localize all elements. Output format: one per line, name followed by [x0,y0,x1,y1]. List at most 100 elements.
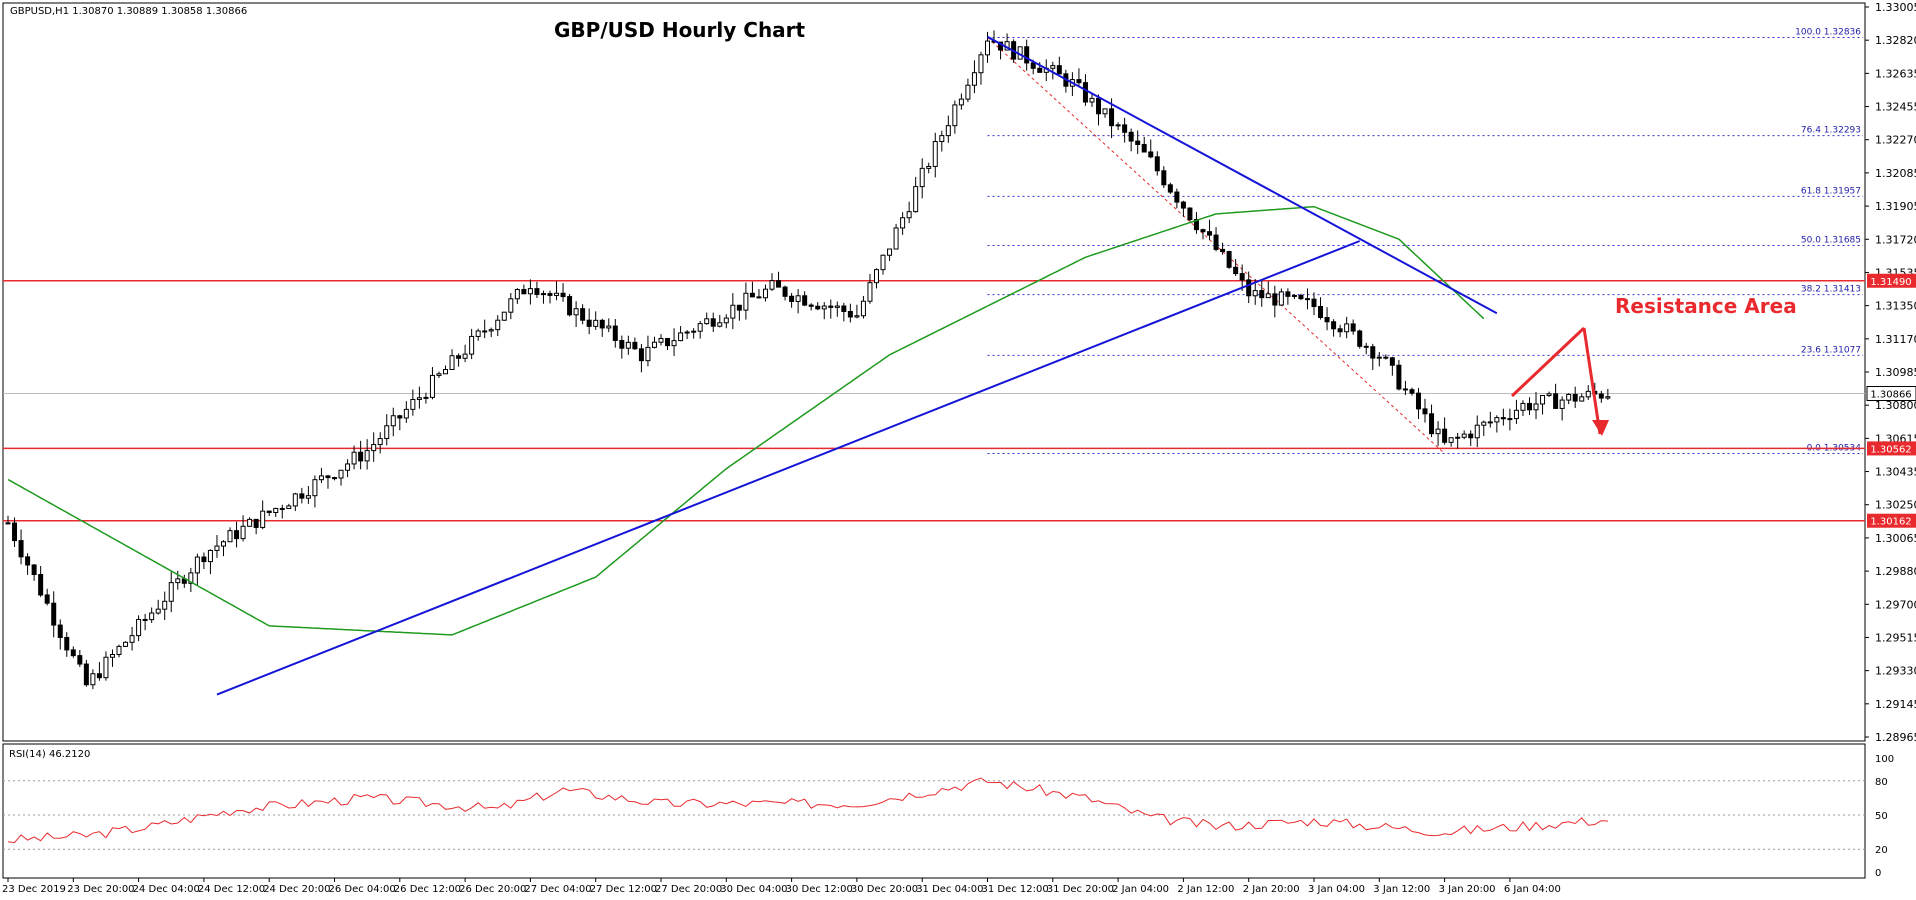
candle-body [397,415,403,419]
candle-body [1507,418,1513,421]
moving-average [7,205,1485,636]
price-tick-label: 1.30065 [1875,532,1916,545]
candle-body [508,298,514,313]
candle-body [286,505,292,510]
candle-body [1089,97,1095,103]
candle-body [769,280,775,290]
candle-body [1272,293,1278,306]
fib-level-label: 100.0 1.32836 [1795,28,1861,38]
candle-body [1180,201,1186,209]
price-tick-label: 1.30250 [1875,499,1916,512]
candle-body [1553,393,1559,409]
candle-body [456,355,462,359]
candle-body [1396,364,1402,390]
candle-body [665,337,671,347]
price-axis: 1.33005 1.32820 1.32635 1.32455 1.32270 1.320… [1865,1,1916,744]
candle-body [51,602,57,626]
level-price-box [1867,273,1916,288]
candle-body [1304,298,1310,301]
candle-body [1161,170,1167,186]
candle-body [44,594,50,604]
candle-body [1559,399,1565,409]
candle-body [1533,403,1539,411]
candle-body [1357,330,1363,347]
candle-body [638,348,644,362]
rsi-tick-label: 20 [1875,845,1888,856]
candle-body [279,507,285,510]
time-tick-label: 30 Dec 04:00 [720,884,787,895]
candle-body [1572,393,1578,402]
candle-body [606,325,612,329]
candle-body [743,292,749,311]
candle-body [390,415,396,427]
candle-body [1566,393,1572,401]
candle-body [436,373,442,376]
candle-body [534,288,540,295]
candle-body [1252,290,1258,297]
candle-body [958,98,964,106]
candle-body [926,165,932,169]
candle-body [1409,389,1415,394]
candle-body [841,305,847,312]
candle-body [325,475,331,479]
candle-body [593,319,599,327]
candle-body [1402,388,1408,391]
candle-body [1056,65,1062,75]
candle-body [691,330,697,333]
candle-body [253,518,259,528]
candle-body [1278,291,1284,306]
candle-body [1598,393,1604,399]
price-tick-label: 1.33005 [1875,1,1916,14]
trendline [987,35,1498,315]
candle-body [1429,413,1435,435]
rsi-pane: 100 80 50 20 0 [3,754,1894,879]
candle-body [978,54,984,74]
rsi-tick-label: 50 [1875,811,1888,822]
candle-body [756,296,762,299]
candle-body [384,425,390,440]
trendlines [216,35,1498,696]
rsi-line [7,777,1608,844]
candle-body [136,618,142,637]
candle-body [645,346,651,362]
candle-body [260,510,266,528]
rsi-label: RSI(14) 46.2120 [9,749,90,760]
candle-body [1585,390,1591,398]
time-tick-label: 2 Jan 12:00 [1177,884,1234,895]
fib-level-label: 61.8 1.31957 [1801,186,1861,196]
candle-body [971,72,977,86]
candle-body [1422,408,1428,415]
candle-body [749,292,755,298]
candle-body [540,293,546,296]
candle-body [227,530,233,543]
down-arrow-head [1592,420,1609,436]
time-tick-label: 26 Dec 04:00 [329,884,396,895]
candle-body [1128,131,1134,142]
candle-body [1167,184,1173,193]
level-price-box [1867,513,1916,528]
candle-body [332,477,337,480]
projection-arrows [1510,326,1609,436]
candle-body [1318,306,1324,319]
time-tick-label: 3 Jan 12:00 [1373,884,1430,895]
candle-body [1109,108,1115,127]
candle-body [1115,124,1121,127]
candle-body [1298,294,1304,300]
candle-body [83,663,89,686]
time-tick-label: 3 Jan 20:00 [1439,884,1496,895]
candle-body [1331,321,1337,330]
price-tick-label: 1.28965 [1875,731,1916,744]
price-tick-label: 1.32455 [1875,101,1916,114]
candle-body [1481,421,1487,426]
candle-body [1148,151,1154,158]
candle-body [351,451,357,465]
candle-body [828,305,834,308]
candle-body [1200,229,1206,233]
candle-body [560,292,566,298]
candle-body [580,308,586,321]
candle-body [821,305,827,310]
candle-body [1311,298,1317,308]
candle-body [38,574,44,596]
candle-body [1461,433,1467,438]
candle-body [1513,409,1519,420]
